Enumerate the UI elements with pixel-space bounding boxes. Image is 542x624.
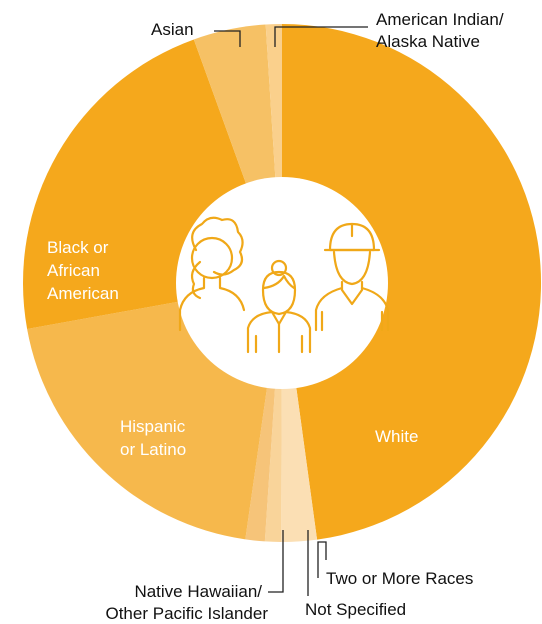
label-native-hawaiian-line1: Native Hawaiian/ (134, 582, 262, 601)
slice-white (282, 23, 542, 540)
label-american-indian-line1: American Indian/ (376, 10, 504, 29)
label-american-indian-line2: Alaska Native (376, 32, 480, 51)
leader-line-asian (214, 30, 241, 47)
leader-line-american-indian (274, 26, 368, 47)
leader-line-two-or-more (317, 541, 327, 578)
label-black-line2: African (47, 261, 100, 280)
label-native-hawaiian-line2: Other Pacific Islander (105, 604, 268, 623)
leader-line-native-hawaiian (268, 530, 284, 593)
label-two-or-more: Two or More Races (326, 569, 473, 588)
label-hispanic-line2: or Latino (120, 440, 186, 459)
label-black-line1: Black or (47, 238, 109, 257)
label-black-line3: American (47, 284, 119, 303)
people-group-icon (178, 216, 390, 354)
label-white: White (375, 427, 418, 446)
label-not-specified: Not Specified (305, 600, 406, 619)
label-asian: Asian (151, 20, 194, 39)
label-hispanic-line1: Hispanic (120, 417, 186, 436)
